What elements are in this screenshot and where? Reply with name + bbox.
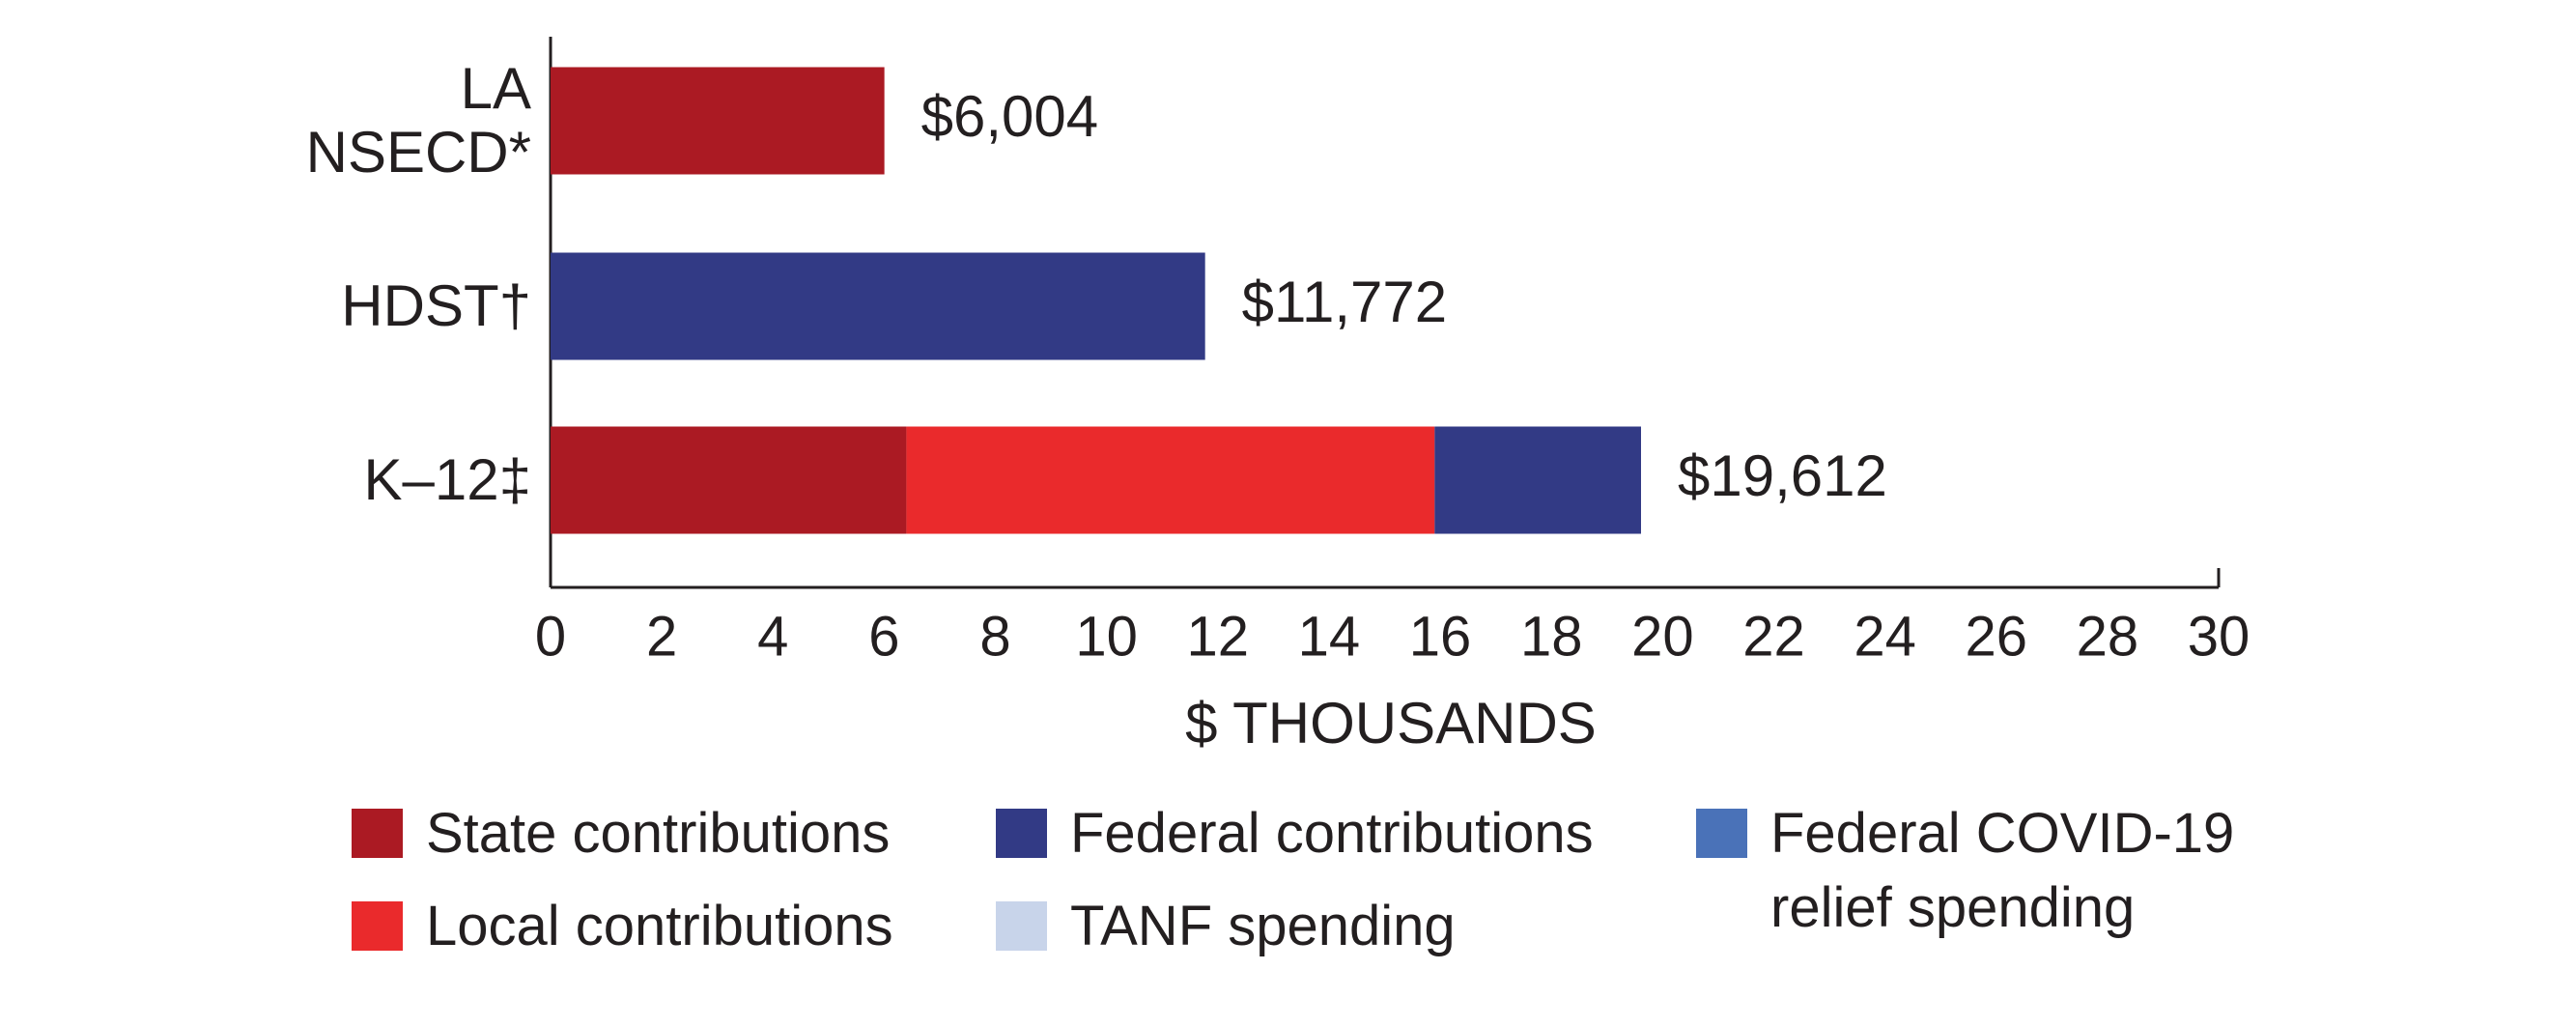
x-axis-label: $ THOUSANDS [1185,691,1597,756]
legend-label: Federal COVID-19 relief spending [1770,802,2235,939]
x-tick-label: 4 [757,605,788,668]
bar-segment [906,426,1435,534]
x-tick-label: 6 [868,605,899,668]
x-tick-label: 18 [1520,605,1583,668]
legend-swatch [352,901,403,951]
x-tick-label: 0 [535,605,566,668]
x-tick-label: 28 [2077,605,2139,668]
y-tick-label: K–12‡ [363,447,532,512]
legend-label: Local contributions [426,895,893,957]
x-tick-label: 12 [1187,605,1250,668]
x-tick-label: 26 [1965,605,2027,668]
y-tick-label: LA NSECD* [305,56,531,185]
x-tick-label: 2 [646,605,677,668]
legend-label: Federal contributions [1070,802,1594,865]
legend-swatch [1696,809,1747,858]
x-tick-label: 14 [1298,605,1361,668]
bar-segment [1434,426,1641,534]
legend-swatch [996,901,1047,951]
legend-label: TANF spending [1070,895,1456,957]
bar-segment [551,252,1205,360]
x-tick-label: 10 [1075,605,1138,668]
value-label: $19,612 [1678,443,1887,508]
x-tick-label: 16 [1409,605,1472,668]
legend-swatch [352,809,403,858]
value-label: $11,772 [1242,270,1447,334]
legend-label: State contributions [426,802,891,865]
y-tick-label: HDST† [341,273,531,338]
x-tick-label: 8 [979,605,1010,668]
x-tick-label: 22 [1742,605,1805,668]
bar-segment [551,426,907,534]
legend-swatch [996,809,1047,858]
x-tick-label: 30 [2188,605,2250,668]
x-tick-label: 20 [1631,605,1694,668]
bar-segment [551,67,885,175]
value-label: $6,004 [921,84,1099,149]
x-tick-label: 24 [1854,605,1916,668]
